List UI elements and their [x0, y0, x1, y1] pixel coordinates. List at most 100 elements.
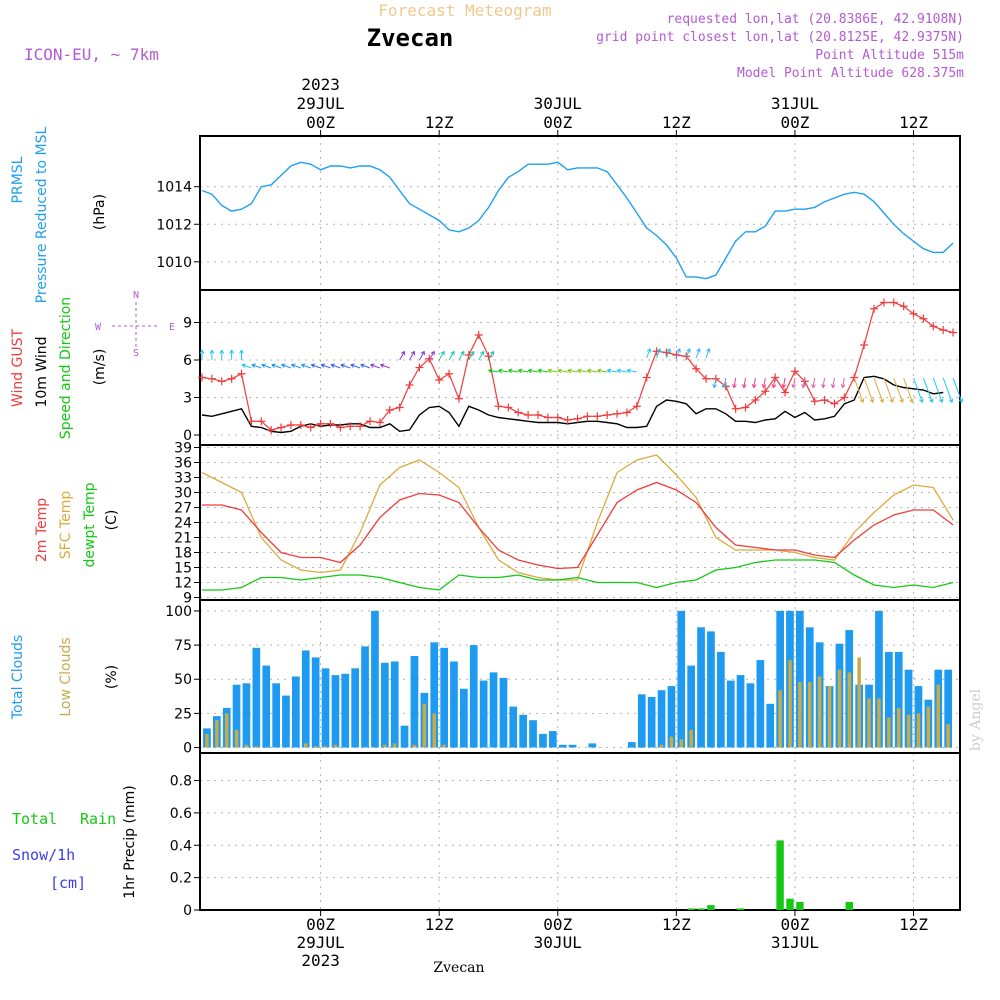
xtick-top-hour: 00Z: [306, 113, 335, 132]
bar-total-clouds: [726, 680, 735, 748]
wind-direction-arrow: [517, 368, 529, 374]
wind-direction-arrow: [821, 377, 826, 389]
gust-point: [573, 414, 582, 423]
bar-total-clouds: [637, 694, 646, 748]
bar-precip: [796, 901, 804, 910]
clouds-unit: (%): [104, 665, 120, 689]
xtick-bottom-date: 31JUL: [771, 933, 819, 952]
gust-point: [415, 363, 424, 372]
wind-direction-arrow: [380, 363, 390, 369]
xtick-top-hour: 12Z: [662, 113, 691, 132]
bar-total-clouds: [292, 676, 300, 748]
wind-direction-arrow: [831, 377, 836, 389]
gust-point: [820, 396, 829, 404]
bar-total-clouds: [242, 683, 251, 748]
bar-total-clouds: [904, 669, 913, 748]
bar-low-clouds: [383, 744, 387, 748]
ytick-label-precip: 0.2: [170, 871, 192, 887]
wind-direction-arrow: [508, 368, 519, 374]
clouds-labels: Total Clouds Low Clouds (%): [10, 635, 120, 720]
ytick-label-wind: 9: [183, 316, 192, 332]
gust-point: [583, 412, 592, 421]
gust-point: [613, 409, 622, 418]
precip-unit: 1hr Precip (mm): [122, 785, 138, 898]
gust-point: [435, 376, 444, 384]
wind-direction-arrow: [771, 377, 777, 389]
bar-low-clouds: [926, 706, 931, 748]
bar-total-clouds: [509, 706, 518, 748]
wind-direction-arrow: [418, 350, 425, 361]
gust-point: [949, 328, 958, 337]
gust-point: [929, 322, 938, 331]
wind-direction-arrow: [340, 363, 351, 369]
ytick-label-temp: 33: [174, 471, 192, 487]
bar-total-clouds: [539, 733, 547, 748]
bar-total-clouds: [796, 610, 804, 748]
bar-precip: [776, 840, 784, 910]
bar-total-clouds: [647, 697, 656, 748]
wind-direction-arrow: [360, 363, 371, 369]
gridpoint-coords: grid point closest lon,lat (20.8125E, 42…: [596, 30, 964, 45]
gust-point: [790, 367, 799, 376]
wind-direction-arrow: [229, 349, 235, 361]
gust-point: [741, 403, 750, 412]
gust-point: [761, 387, 770, 396]
clouds-label-1: Total Clouds: [10, 635, 26, 720]
xtick-bottom-year: 2023: [301, 951, 340, 970]
bar-total-clouds: [440, 647, 448, 748]
ytick-label-temp: 27: [174, 501, 192, 517]
wind-direction-arrow: [428, 350, 435, 361]
xtick-top-hour: 00Z: [543, 113, 572, 132]
gust-point: [277, 423, 286, 432]
gust-point: [593, 412, 602, 421]
pressure-label-1: PRMSL: [10, 156, 26, 203]
wind-direction-arrow: [209, 349, 215, 361]
wind-direction-arrow: [893, 377, 904, 403]
wind-direction-arrow: [438, 350, 445, 361]
wind-direction-arrow: [567, 368, 578, 374]
panel-frame-precip: [199, 752, 961, 911]
bar-total-clouds: [717, 651, 725, 748]
wind-direction-arrow: [281, 363, 292, 369]
gust-point: [454, 394, 463, 403]
wind-direction-arrow: [478, 350, 485, 361]
ytick-label-temp: 9: [183, 591, 192, 607]
gust-point: [810, 397, 819, 406]
compass-w: W: [95, 322, 102, 333]
xtick-bottom-hour: 12Z: [662, 915, 691, 934]
chart-title: Forecast Meteogram: [378, 1, 551, 20]
gust-point: [603, 411, 612, 419]
wind-label-3: Speed and Direction: [58, 297, 74, 439]
wind-direction-arrow: [350, 363, 361, 369]
bar-total-clouds: [776, 610, 784, 748]
wind-direction-arrow: [952, 377, 964, 403]
bar-total-clouds: [628, 742, 636, 748]
wind-direction-arrow: [695, 348, 701, 359]
bar-low-clouds: [244, 744, 249, 748]
gust-point: [227, 374, 236, 383]
wind-direction-arrow: [577, 368, 588, 374]
bar-low-clouds: [916, 713, 921, 748]
wind-direction-arrow: [751, 377, 757, 389]
xtick-top-hour: 00Z: [780, 113, 809, 132]
wind-labels: Wind GUST 10m Wind Speed and Direction (…: [10, 290, 175, 439]
bar-low-clouds: [847, 672, 852, 748]
bar-total-clouds: [450, 661, 458, 748]
wind-direction-arrow: [922, 377, 934, 403]
bar-total-clouds: [301, 650, 310, 748]
wind-direction-arrow: [781, 377, 787, 389]
xtick-top-date: 31JUL: [771, 94, 819, 113]
gust-point: [296, 421, 305, 429]
bar-total-clouds: [410, 656, 419, 748]
series-pressure: [201, 161, 954, 280]
wind-direction-arrow: [853, 377, 865, 403]
wind-direction-arrow: [261, 363, 272, 369]
ytick-label-temp: 21: [174, 531, 192, 547]
bar-low-clouds: [412, 744, 417, 748]
wind-direction-arrow: [791, 377, 797, 389]
bar-precip: [697, 908, 705, 910]
ytick-label-temp: 12: [174, 576, 192, 592]
wind-direction-arrow: [646, 348, 652, 359]
bar-low-clouds: [313, 746, 318, 748]
